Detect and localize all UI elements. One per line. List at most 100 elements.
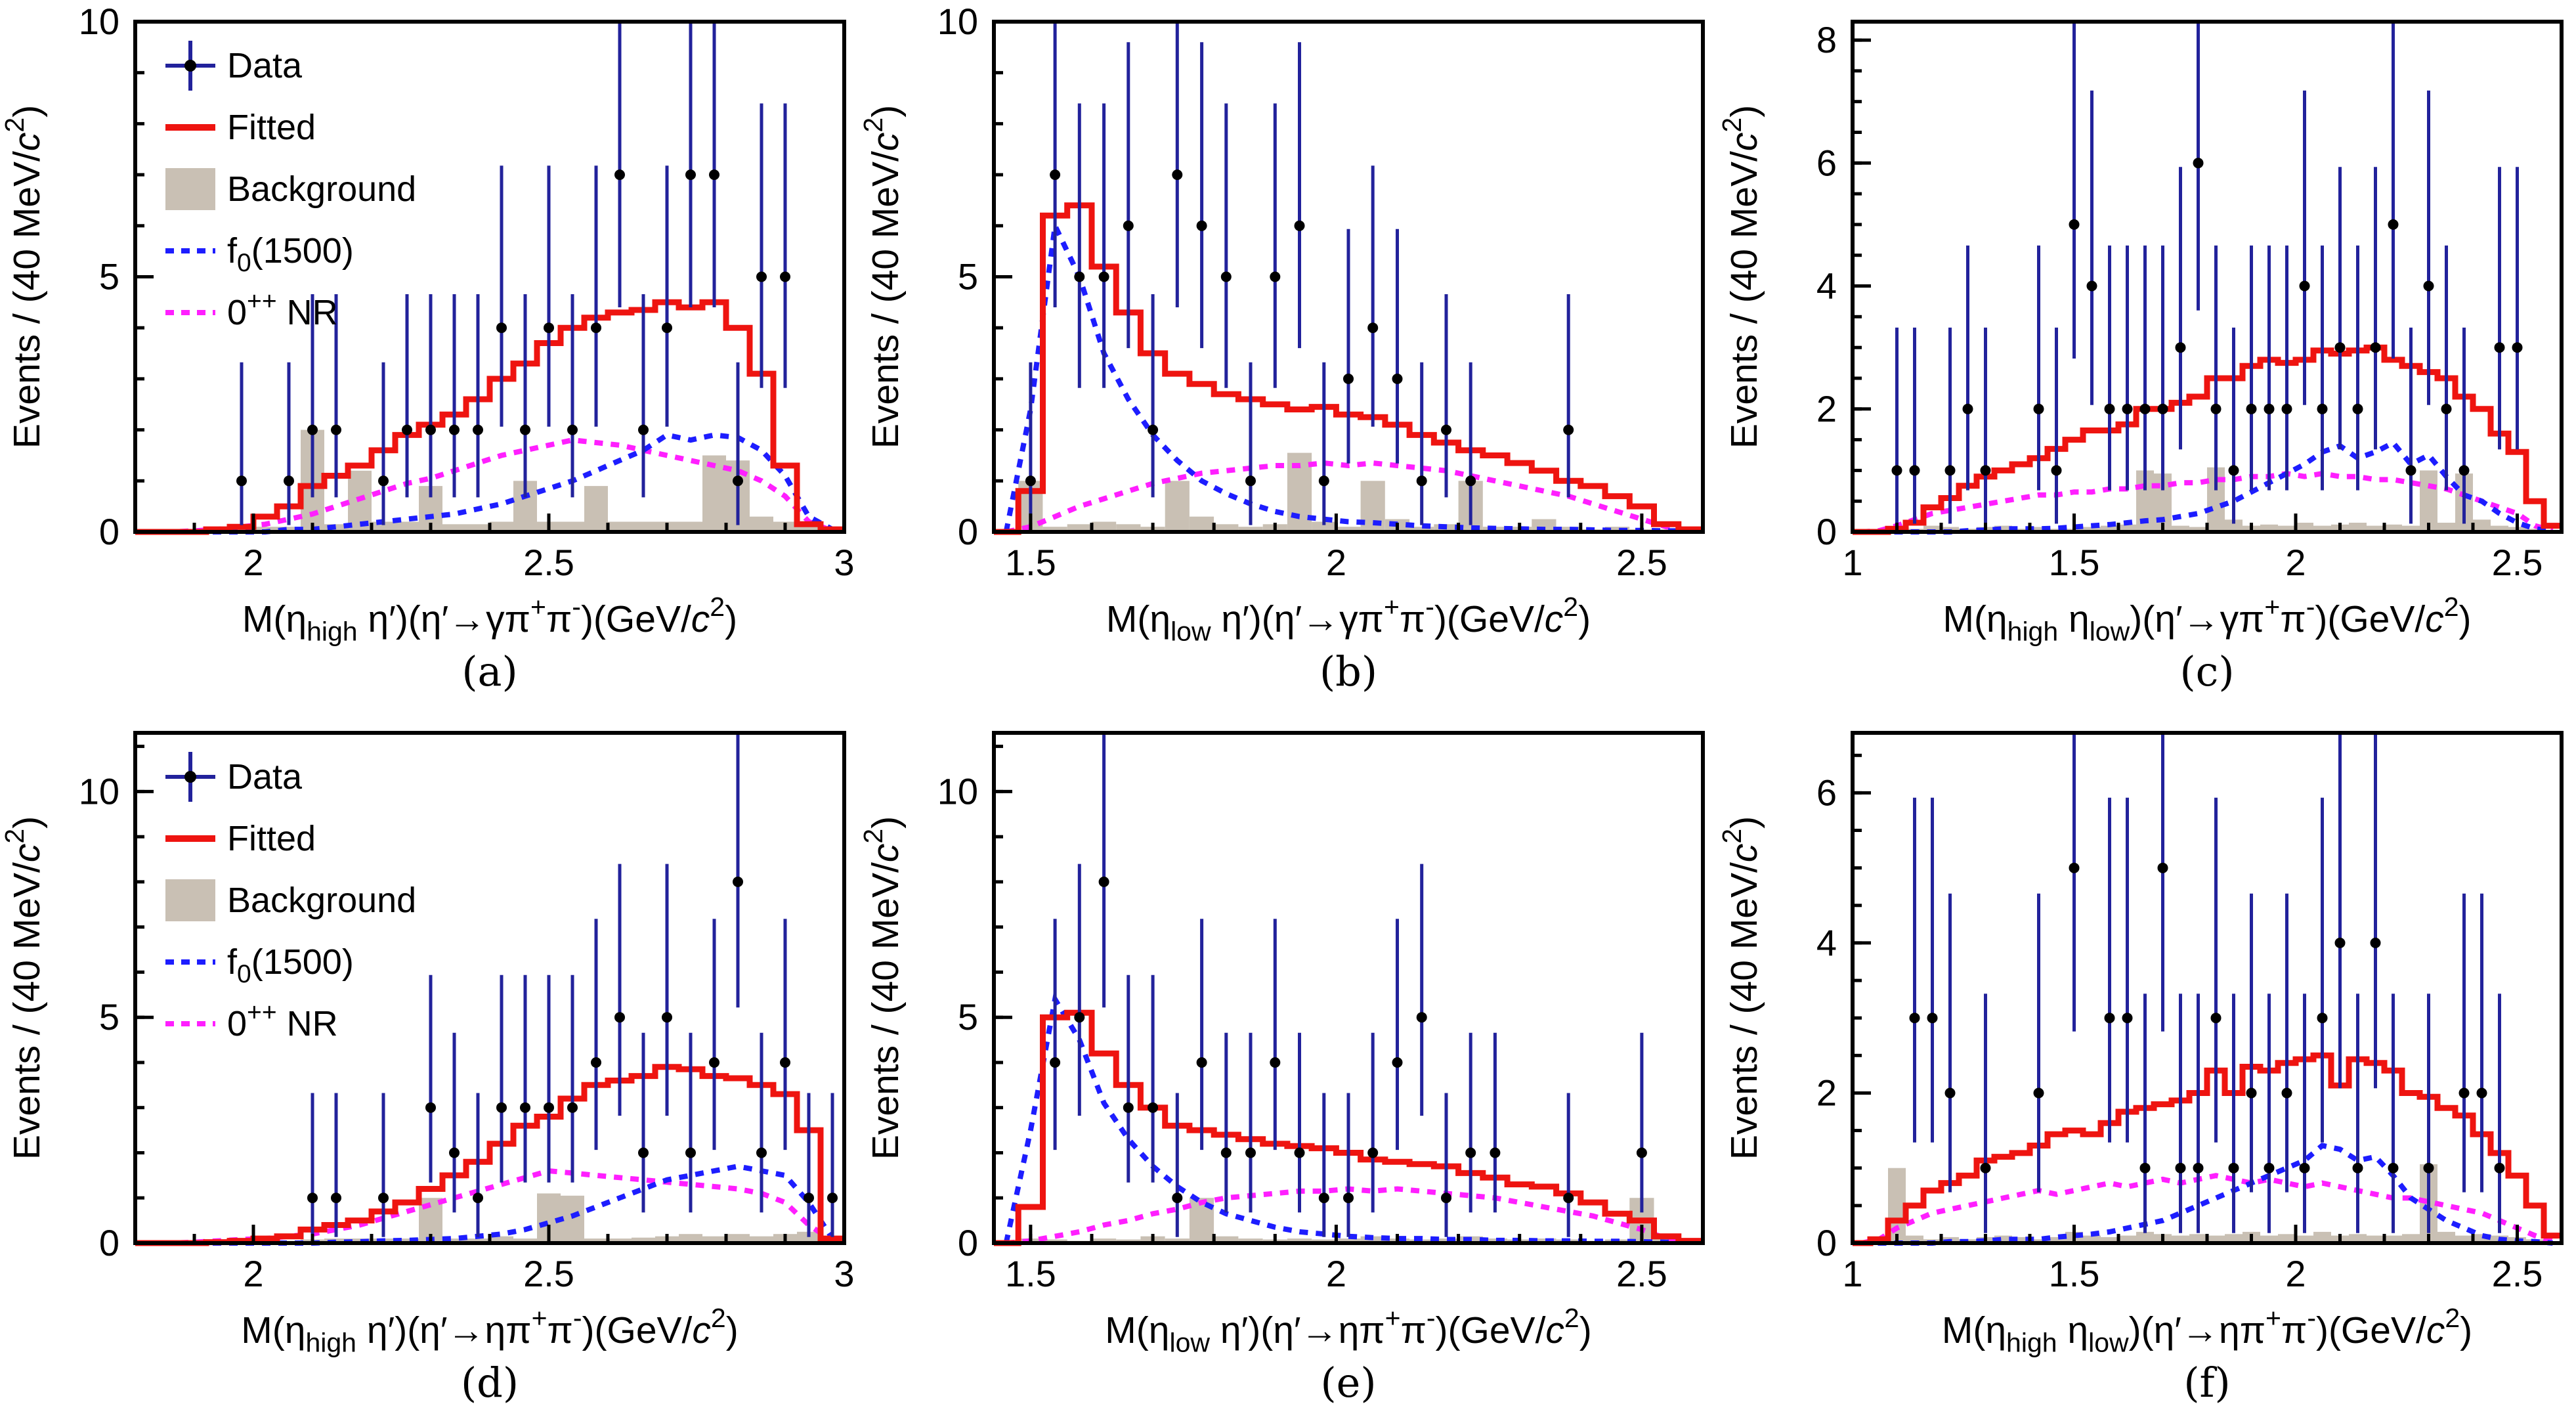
legend-label: f0(1500) [227, 231, 354, 277]
plot-frame [992, 731, 1705, 1245]
data-points [1891, 22, 2523, 524]
legend-label: f0(1500) [227, 942, 354, 988]
data-marker [1123, 1102, 1134, 1113]
y-tick-label: 0 [958, 511, 978, 552]
data-marker [662, 322, 672, 334]
data-marker [2334, 937, 2346, 948]
legend-label: Fitted [227, 819, 316, 858]
background-histogram [206, 429, 844, 532]
data-marker [2122, 1013, 2133, 1024]
data-marker [2069, 219, 2080, 230]
data-marker [1563, 424, 1574, 435]
data-marker [1441, 1193, 1451, 1204]
fitted-curve [1853, 1052, 2562, 1246]
y-axis-title: Events / (40 MeV/c2) [0, 105, 48, 449]
background-histogram [230, 1193, 844, 1243]
chart-a: 2 2.5 3 0 5 10 M(ηhigh η′)(η′→γπ+π-)(GeV/c2) Ev… [0, 1, 855, 695]
y-tick-label: 8 [1816, 19, 1837, 60]
data-marker [2458, 465, 2470, 476]
data-marker [425, 424, 436, 435]
data-marker [1245, 475, 1256, 487]
data-marker [733, 876, 743, 887]
data-marker [1294, 220, 1305, 231]
f0-1500-curve [1003, 216, 1691, 534]
data-marker [733, 475, 743, 487]
legend-label: Data [227, 757, 303, 797]
data-marker [1025, 475, 1036, 487]
data-marker [638, 424, 649, 435]
data-marker [1416, 1012, 1427, 1023]
data-marker [1074, 1012, 1085, 1023]
y-tick-label: 0 [1816, 511, 1837, 552]
data-marker [2370, 342, 2381, 353]
data-marker [544, 1102, 554, 1113]
data-marker [425, 1102, 436, 1113]
data-marker [780, 1057, 790, 1068]
nr-curve [147, 437, 834, 535]
data-marker [709, 1057, 719, 1068]
y-axis-title: Events / (40 MeV/c2) [1717, 105, 1765, 449]
panel-e: 1.5 2 2.5 0 5 10 M(ηlow η′)(η′→ηπ+π-)(GeV/c2) E… [859, 711, 1717, 1422]
data-marker [685, 1147, 696, 1158]
nr-curve [1861, 471, 2554, 535]
y-tick-label: 10 [937, 1, 978, 42]
data-marker [1270, 1057, 1281, 1068]
panel-tag: (b) [1320, 647, 1377, 695]
x-tick-label: 2 [1326, 1253, 1346, 1294]
data-marker [1050, 1057, 1061, 1068]
y-axis-title: Events / (40 MeV/c2) [859, 816, 907, 1160]
data-marker [1962, 403, 1973, 414]
y-tick-label: 0 [99, 511, 119, 552]
data-marker [614, 1012, 625, 1023]
data-marker [2281, 403, 2292, 414]
axis-ticks [1851, 753, 2564, 1245]
x-tick-label: 2 [1326, 542, 1346, 583]
f0-1500-curve [1861, 1143, 2553, 1246]
data-marker [2512, 342, 2523, 353]
chart-b: 1.5 2 2.5 0 5 10 M(ηlow η′)(η′→γπ+π-)(GeV/c2) E… [859, 1, 1705, 695]
data-marker [236, 475, 247, 487]
chart-d: 2 2.5 3 0 5 10 M(ηhigh η′)(η′→ηπ+π-)(GeV/c2) Ev… [0, 731, 855, 1407]
y-tick-label: 5 [958, 996, 978, 1038]
legend-label: 0++ NR [227, 998, 338, 1043]
x-tick-label: 1.5 [2049, 1253, 2100, 1294]
data-marker [1416, 475, 1427, 487]
data-marker [591, 322, 601, 334]
data-marker [496, 1102, 507, 1113]
legend-background-swatch [165, 879, 215, 921]
plot-frame [1851, 20, 2564, 534]
data-marker [307, 1193, 318, 1204]
data-marker [2139, 1162, 2151, 1173]
x-axis-title: M(ηhigh ηlow)(η′→γπ+π-)(GeV/c2) [1943, 592, 2471, 647]
data-marker [1927, 1013, 1938, 1024]
data-marker [1318, 475, 1329, 487]
x-tick-label: 3 [834, 1253, 854, 1294]
data-marker [1980, 1162, 1991, 1173]
y-axis-title: Events / (40 MeV/c2) [0, 816, 48, 1160]
x-tick-label: 2 [2285, 542, 2306, 583]
data-marker [520, 424, 530, 435]
legend-label: Background [227, 169, 416, 209]
data-marker [638, 1147, 649, 1158]
data-marker [567, 424, 578, 435]
data-marker [1245, 1147, 1256, 1158]
data-marker [1220, 271, 1232, 282]
data-marker [2299, 280, 2310, 292]
x-axis-title: M(ηhigh η′)(η′→ηπ+π-)(GeV/c2) [241, 1303, 738, 1358]
data-marker [2476, 1087, 2487, 1099]
data-marker [2228, 465, 2239, 476]
data-marker [1318, 1193, 1329, 1204]
data-marker [1392, 373, 1403, 384]
data-marker [1343, 373, 1354, 384]
y-tick-label: 4 [1816, 265, 1837, 307]
x-tick-label: 2.5 [1616, 1253, 1667, 1294]
data-points [307, 733, 838, 1237]
data-marker [1980, 465, 1991, 476]
y-tick-label: 10 [79, 1, 119, 42]
data-marker [2423, 280, 2434, 292]
data-marker [2104, 403, 2115, 414]
chart-c: 1 1.5 2 2.5 0 2 4 6 8 M(ηhigh ηlow)(η′→γπ+π-)(GeV… [1717, 19, 2564, 695]
x-tick-label: 1.5 [1005, 1253, 1056, 1294]
y-tick-label: 5 [99, 996, 119, 1038]
